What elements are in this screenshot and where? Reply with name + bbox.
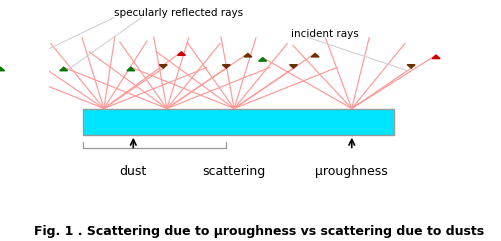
Polygon shape [290, 65, 298, 68]
Polygon shape [177, 52, 185, 55]
Text: specularly reflected rays: specularly reflected rays [114, 8, 243, 18]
Text: incident rays: incident rays [291, 29, 359, 40]
Bar [83, 108, 394, 135]
Text: dust: dust [120, 165, 147, 178]
Text: scattering: scattering [202, 165, 266, 178]
Polygon shape [311, 54, 319, 57]
Text: µroughness: µroughness [315, 165, 388, 178]
Polygon shape [159, 65, 167, 68]
Text: Fig. 1 . Scattering due to µroughness vs scattering due to dusts: Fig. 1 . Scattering due to µroughness vs… [34, 225, 484, 238]
Polygon shape [407, 65, 415, 68]
Polygon shape [127, 67, 135, 71]
Polygon shape [222, 65, 230, 68]
Polygon shape [60, 67, 68, 71]
Polygon shape [432, 55, 440, 59]
Polygon shape [244, 54, 252, 57]
Polygon shape [259, 58, 267, 61]
Polygon shape [0, 67, 5, 71]
